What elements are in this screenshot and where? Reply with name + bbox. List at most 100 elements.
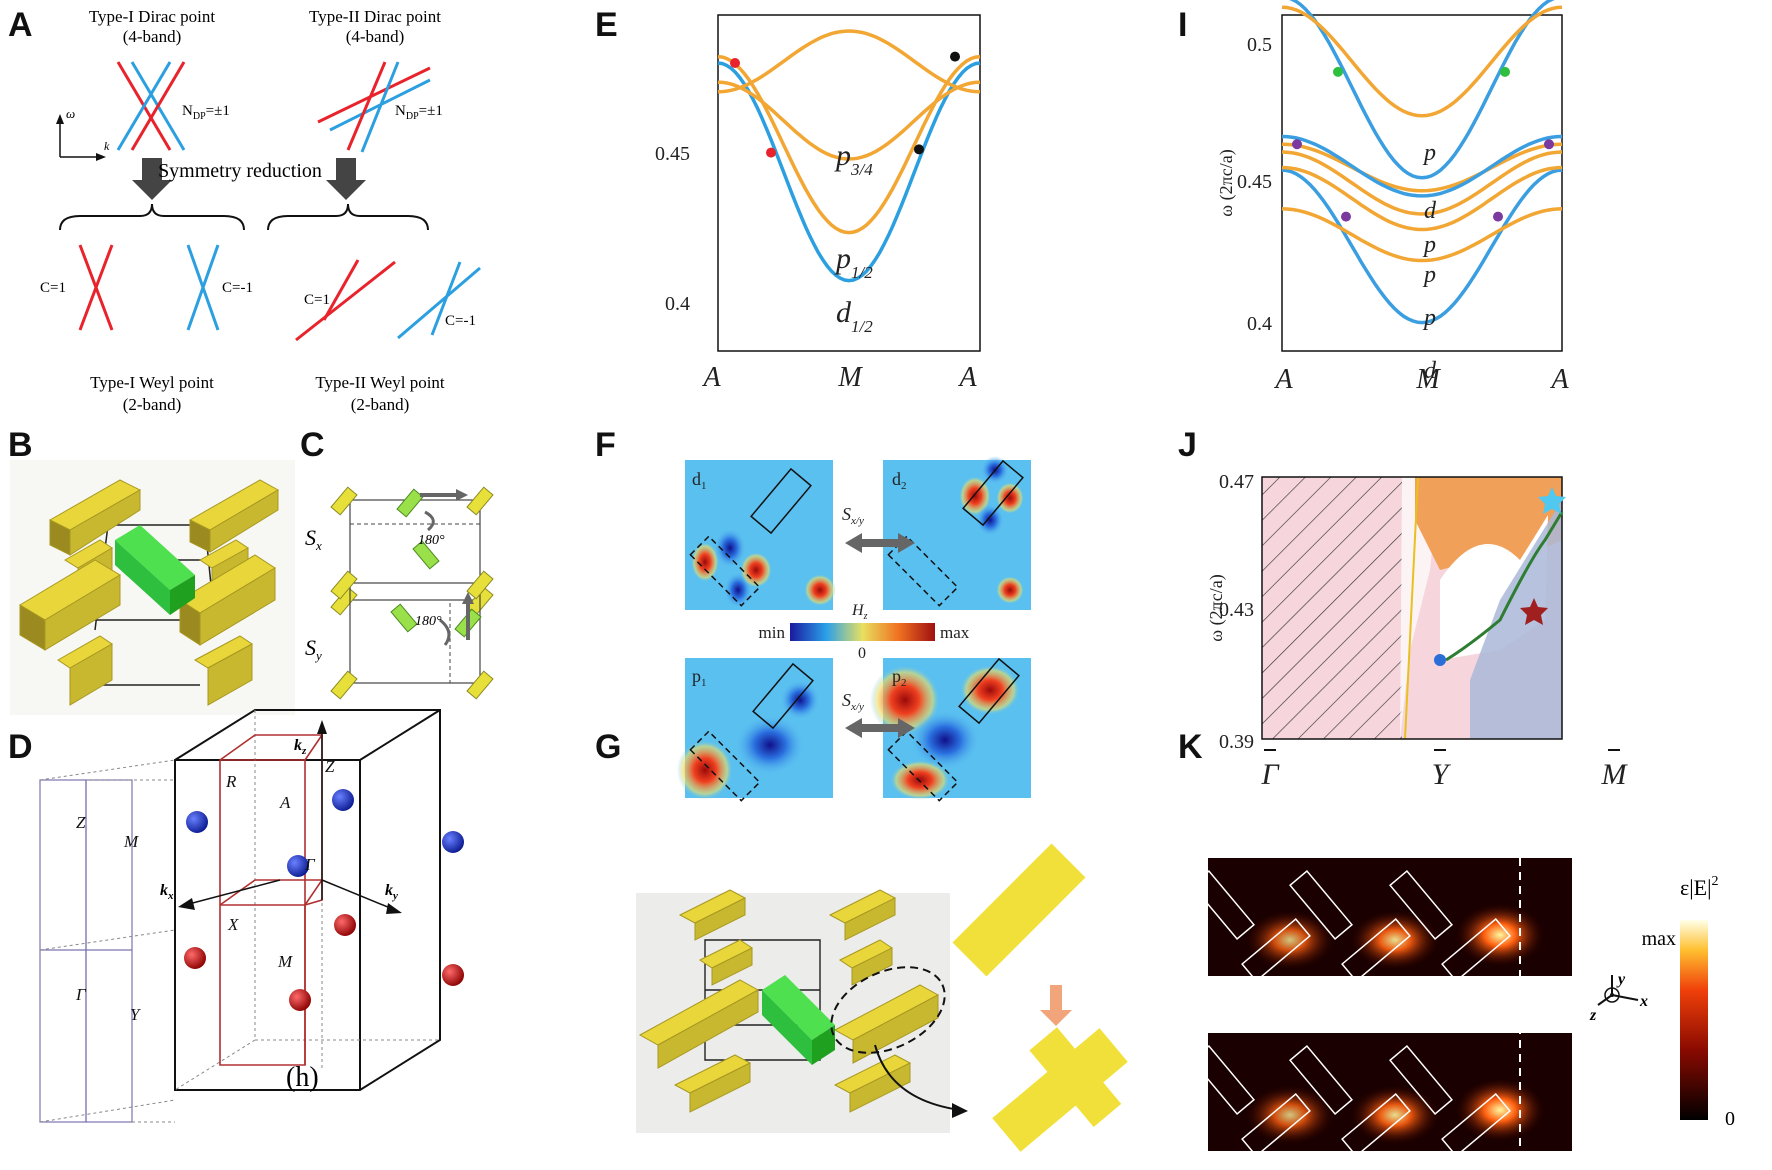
- panel-c-symmetry: Sx Sy 180° 180°: [305, 486, 494, 700]
- j-xtick-m: M: [1601, 758, 1629, 791]
- i-crossing-point-6: [1493, 211, 1503, 222]
- k-top-hotspots: [1245, 903, 1545, 970]
- e-ytick-040: 0.4: [665, 293, 690, 315]
- k-axis-x: x: [1639, 993, 1648, 1010]
- c1-label-b: C=1: [304, 292, 330, 308]
- rotation-180-top: 180°: [418, 533, 445, 548]
- i-crossing-point-2: [1500, 66, 1510, 77]
- transform-arrow-icon: [1040, 985, 1072, 1026]
- type1-dirac-title: Type-I Dirac point: [89, 7, 216, 26]
- field-map-d2: d2: [883, 456, 1031, 610]
- kz-02-label: kz=0.2: [1600, 917, 1642, 937]
- label-gamma: Γ: [304, 855, 316, 874]
- brace-2: [267, 203, 429, 231]
- e-crossing-point-3: [950, 51, 960, 62]
- panel-label-j: J: [1178, 426, 1197, 464]
- sxy-label-1: Sx/y: [842, 504, 864, 527]
- label-x: X: [227, 915, 239, 934]
- panel-label-c: C: [300, 426, 325, 464]
- panel-label-b: B: [8, 426, 33, 464]
- rotation-180-bottom: 180°: [415, 614, 442, 629]
- omega-label: ω: [66, 106, 75, 121]
- panel-label-i: I: [1178, 6, 1187, 44]
- cm1-label-a: C=-1: [222, 280, 253, 296]
- j-xtick-gamma: Γ: [1260, 758, 1280, 791]
- panel-g-crystal: [636, 889, 968, 1133]
- panel-k-field-intensity: kz=0.2 kz=-0.2 y x z ε|E|2 max 0: [1191, 858, 1735, 1157]
- field-map-p2: p2: [870, 657, 1031, 802]
- j-xtick-y: Y: [1432, 758, 1452, 791]
- hz-zero: 0: [858, 645, 866, 662]
- i-ylabel: ω (2πc/a): [1216, 149, 1237, 216]
- e-crossing-point-1: [730, 58, 740, 68]
- i-band-label: d: [1424, 198, 1437, 224]
- i-band-3: [1281, 168, 1563, 325]
- curved-arrow-icon: [952, 1103, 968, 1118]
- sx-label: Sx: [305, 525, 322, 553]
- brace-1: [59, 203, 245, 231]
- k-label: k: [104, 139, 110, 153]
- weyl-point-blue: [287, 855, 309, 877]
- type1-dirac-sub: (4-band): [123, 27, 182, 46]
- j-ytick-039: 0.39: [1219, 731, 1254, 753]
- weyl2-red-1: [295, 260, 396, 342]
- kz-m02-label: kz=-0.2: [1600, 1092, 1647, 1112]
- panel-h-shape: [952, 843, 1128, 1152]
- double-arrow-2-icon: [845, 718, 915, 738]
- weyl2-red-2: [322, 259, 360, 321]
- i-ytick-04: 0.4: [1247, 313, 1272, 335]
- weyl1-blue-2: [186, 244, 220, 331]
- j-ylabel: ω (2πc/a): [1206, 574, 1227, 641]
- i-band-label: p: [1422, 140, 1436, 166]
- green-rod: [115, 525, 195, 615]
- ky-label: ky: [385, 882, 398, 902]
- j-star-cyan-icon: [1538, 487, 1566, 514]
- label-gamma-left: Γ: [75, 985, 87, 1004]
- e-xtick-m: M: [837, 362, 863, 393]
- e-band-label-p12: p1/2: [834, 242, 873, 282]
- label-m-left: M: [123, 832, 139, 851]
- panel-d-brillouin: kz ky kx Z M Γ Y R A Z X Γ M (h): [39, 709, 464, 1123]
- e-band-1: [717, 61, 981, 283]
- i-crossing-point-1: [1333, 66, 1343, 77]
- ndp2-label: NDP=±1: [395, 103, 443, 122]
- weyl-point-blue: [442, 831, 464, 853]
- k-axis-z: z: [1589, 1007, 1597, 1024]
- label-a: A: [279, 793, 291, 812]
- ky-arrow-icon: [386, 903, 402, 914]
- i-crossing-point-3: [1292, 139, 1302, 150]
- e-xtick-a2: A: [957, 362, 977, 393]
- e-crossing-point-4: [914, 144, 924, 155]
- ndp1-label: NDP=±1: [182, 103, 230, 122]
- panel-e-frame: [717, 14, 981, 352]
- i-band-8: [1281, 134, 1563, 198]
- label-z-left: Z: [76, 813, 86, 832]
- panel-b-crystal: [10, 460, 295, 715]
- k-colorbar-min: 0: [1725, 1108, 1735, 1130]
- rod-shape: [952, 843, 1086, 977]
- type1-weyl-sub: (2-band): [123, 395, 182, 414]
- panel-e-band-chart: 0.45 0.4 A M A p3/4 p1/2 d1/2: [655, 14, 981, 393]
- label-h: (h): [286, 1062, 319, 1093]
- panel-a: Type-I Dirac point (4-band) Type-II Dira…: [40, 7, 481, 414]
- sy-label: Sy: [305, 635, 322, 663]
- j-blue-point: [1434, 654, 1446, 666]
- panel-j-projected-bands: 0.47 0.43 0.39 ω (2πc/a) Γ Y M: [1206, 471, 1629, 791]
- k-axis-y: y: [1616, 971, 1626, 988]
- c1-label-a: C=1: [40, 280, 66, 296]
- i-crossing-point-4: [1544, 139, 1554, 150]
- kx-arrow-icon: [178, 898, 195, 910]
- i-band-5: [1281, 150, 1563, 216]
- j-ytick-047: 0.47: [1219, 471, 1254, 493]
- k-colorbar: [1680, 920, 1708, 1120]
- green-rod-g: [762, 975, 835, 1065]
- weyl-point-blue: [332, 789, 354, 811]
- weyl-point-blue: [186, 811, 208, 833]
- i-band-4: [1281, 142, 1563, 193]
- k-arrow-icon: [96, 153, 106, 161]
- panel-label-d: D: [8, 728, 33, 766]
- i-ytick-05: 0.5: [1247, 34, 1272, 56]
- cross-shape: [992, 1027, 1128, 1152]
- panel-label-g: G: [595, 728, 621, 766]
- i-xtick-a1: A: [1273, 364, 1293, 395]
